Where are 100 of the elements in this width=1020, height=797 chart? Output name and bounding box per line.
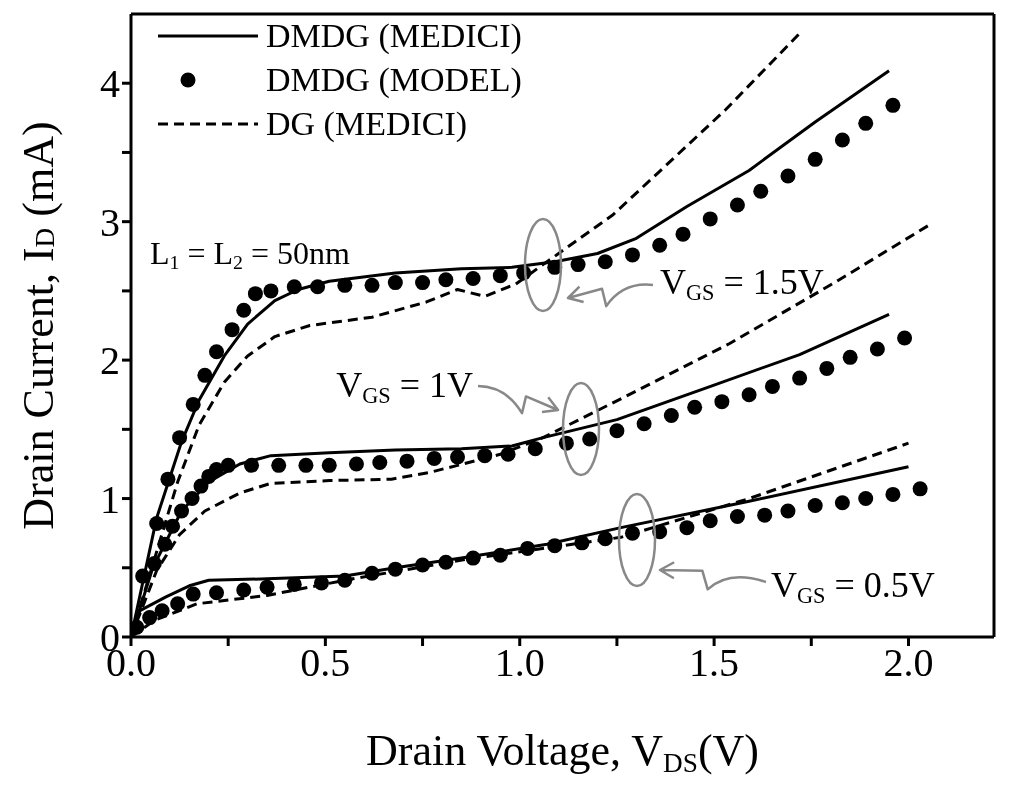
point [819,360,835,376]
point [310,279,326,295]
x-tick-label: 1.0 [494,640,545,686]
point [753,183,769,199]
point [185,396,201,412]
point [858,491,874,507]
point [609,423,625,439]
point [570,257,586,273]
point [547,259,563,275]
point [624,525,640,541]
point [197,367,213,383]
point [364,565,380,581]
point [286,279,302,295]
x-axis-title: Drain Voltage, V$_{DS}$(V) [366,726,759,778]
point [321,457,337,473]
point [547,538,563,554]
point [135,568,151,584]
point [842,349,858,365]
legend-label: DMDG (MEDICI) [266,16,522,56]
point [415,557,431,573]
point [702,211,718,227]
point [652,237,668,253]
point [729,509,745,525]
point [364,277,380,293]
point [885,486,901,502]
point [636,416,652,432]
point [792,370,808,386]
point [574,535,590,551]
point [157,536,173,552]
x-tick-label: 0.5 [300,640,351,686]
point [337,277,353,293]
point [897,330,913,346]
point [582,431,598,447]
point [492,547,508,563]
point [298,457,314,473]
point [184,491,200,507]
point [271,457,287,473]
point [527,441,543,457]
point [912,481,928,497]
point [624,247,640,263]
x-tick-label: 2.0 [883,640,934,686]
point [172,430,188,446]
point [492,268,508,284]
point [146,556,162,572]
x-tick-label: 1.5 [689,640,740,686]
point [729,197,745,213]
point [415,275,431,291]
point [663,407,679,423]
point [520,540,536,556]
point [450,449,466,465]
point [702,513,718,529]
point [209,585,225,601]
point [263,283,279,299]
point [209,461,225,477]
point [142,610,158,626]
point [193,478,209,494]
point [149,515,165,531]
point [714,394,730,410]
point [757,507,773,523]
point [170,596,186,612]
point [224,322,240,338]
point [858,115,874,131]
point [780,168,796,184]
point [259,579,275,595]
point [372,455,388,471]
point [807,151,823,167]
point [597,531,613,547]
point [885,97,901,113]
point [313,575,329,591]
point [220,457,236,473]
y-tick-label: 1 [100,476,120,522]
point [869,341,885,357]
point [597,254,613,270]
point [236,582,252,598]
point [780,503,796,519]
point [741,387,757,403]
point [477,448,493,464]
point [387,275,403,291]
point [834,132,850,148]
point [438,272,454,288]
point [244,457,260,473]
point [185,586,201,602]
annotation: V$_{GS}$ = 0.5V [771,565,935,608]
point [247,286,263,302]
point [348,456,364,472]
point [465,270,481,286]
point [687,399,703,415]
y-tick-label: 4 [100,61,120,107]
point [834,495,850,511]
annotation: V$_{GS}$ = 1.5V [660,262,824,305]
point [174,503,190,519]
point [399,453,415,469]
point [679,520,695,536]
annotation: V$_{GS}$ = 1V [336,365,473,408]
point [209,344,225,360]
point [236,302,252,318]
point [131,619,145,635]
y-tick-label: 3 [100,199,120,245]
point [165,518,181,534]
point [426,450,442,466]
